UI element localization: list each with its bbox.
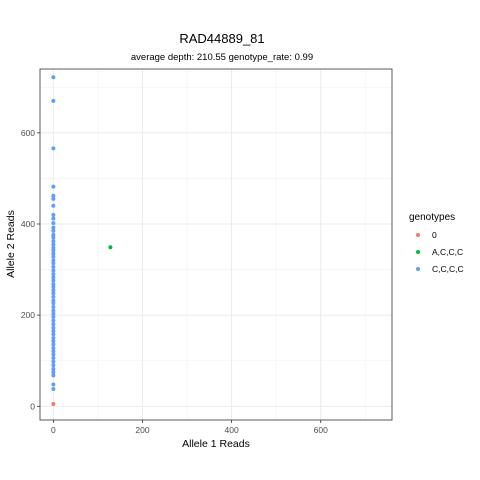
data-point	[51, 278, 56, 283]
data-point	[51, 304, 56, 309]
plot-panel-border	[39, 68, 393, 421]
data-point	[51, 335, 56, 340]
data-point	[51, 242, 56, 247]
data-point	[51, 339, 56, 344]
data-point	[51, 332, 56, 337]
y-axis-label: Allele 2 Reads	[5, 210, 17, 278]
x-tick-label: 0	[51, 425, 56, 435]
data-point	[51, 370, 56, 375]
data-point	[51, 245, 56, 250]
chart-subtitle: average depth: 210.55 genotype_rate: 0.9…	[131, 52, 313, 63]
data-point	[51, 228, 56, 233]
data-point	[51, 225, 56, 230]
data-point	[51, 363, 56, 368]
data-point	[51, 75, 56, 80]
data-point	[51, 203, 56, 208]
data-point	[51, 359, 56, 364]
data-point	[51, 318, 56, 323]
data-point	[51, 193, 56, 198]
data-point	[108, 245, 113, 250]
data-point	[51, 239, 56, 244]
data-point	[51, 282, 56, 287]
data-point	[51, 212, 56, 217]
x-axis-label: Allele 1 Reads	[182, 438, 250, 450]
data-point	[51, 275, 56, 280]
legend-label: A,C,C,C	[432, 247, 463, 257]
data-point	[51, 402, 56, 407]
data-point	[51, 196, 56, 201]
data-point	[51, 184, 56, 189]
data-point	[51, 254, 56, 259]
data-point	[51, 329, 56, 334]
data-point	[51, 272, 56, 277]
data-point	[51, 261, 56, 266]
data-point	[51, 366, 56, 371]
data-point	[51, 314, 56, 319]
data-points	[51, 75, 113, 407]
data-point	[51, 301, 56, 306]
data-point	[51, 349, 56, 354]
legend-key	[416, 267, 420, 271]
data-point	[51, 248, 56, 253]
data-point	[51, 298, 56, 303]
legend: genotypes 0 A,C,C,C C,C,C,C	[409, 212, 464, 274]
data-point	[51, 251, 56, 256]
data-point	[51, 308, 56, 313]
legend-items: 0 A,C,C,C C,C,C,C	[416, 230, 464, 274]
x-tick-label: 200	[135, 425, 149, 435]
data-point	[51, 232, 56, 237]
data-point	[51, 325, 56, 330]
data-point	[51, 345, 56, 350]
data-point	[51, 342, 56, 347]
data-point	[51, 268, 56, 273]
y-tick-label: 400	[21, 219, 35, 229]
data-point	[51, 221, 56, 226]
legend-key	[416, 233, 420, 237]
x-tick-label: 600	[314, 425, 328, 435]
data-point	[51, 373, 56, 378]
axis-ticks: 0 200 400 600 0 200 400 600	[21, 128, 328, 435]
data-point	[51, 311, 56, 316]
data-point	[51, 146, 56, 151]
legend-label: C,C,C,C	[432, 264, 464, 274]
y-tick-label: 200	[21, 310, 35, 320]
data-point	[51, 264, 56, 269]
x-tick-label: 400	[225, 425, 239, 435]
data-point	[51, 382, 56, 387]
data-point	[51, 322, 56, 327]
data-point	[51, 387, 56, 392]
data-point	[51, 235, 56, 240]
data-point	[51, 288, 56, 293]
data-point	[51, 356, 56, 361]
data-point	[51, 216, 56, 221]
chart-title: RAD44889_81	[179, 31, 264, 46]
data-point	[51, 352, 56, 357]
legend-key	[416, 250, 420, 254]
data-point	[51, 291, 56, 296]
y-tick-label: 0	[30, 401, 35, 411]
y-tick-label: 600	[21, 128, 35, 138]
data-point	[51, 284, 56, 289]
data-point	[51, 98, 56, 103]
data-point	[51, 294, 56, 299]
legend-title: genotypes	[409, 212, 455, 223]
grid-lines	[40, 69, 392, 420]
legend-label: 0	[432, 230, 437, 240]
data-point	[51, 258, 56, 263]
